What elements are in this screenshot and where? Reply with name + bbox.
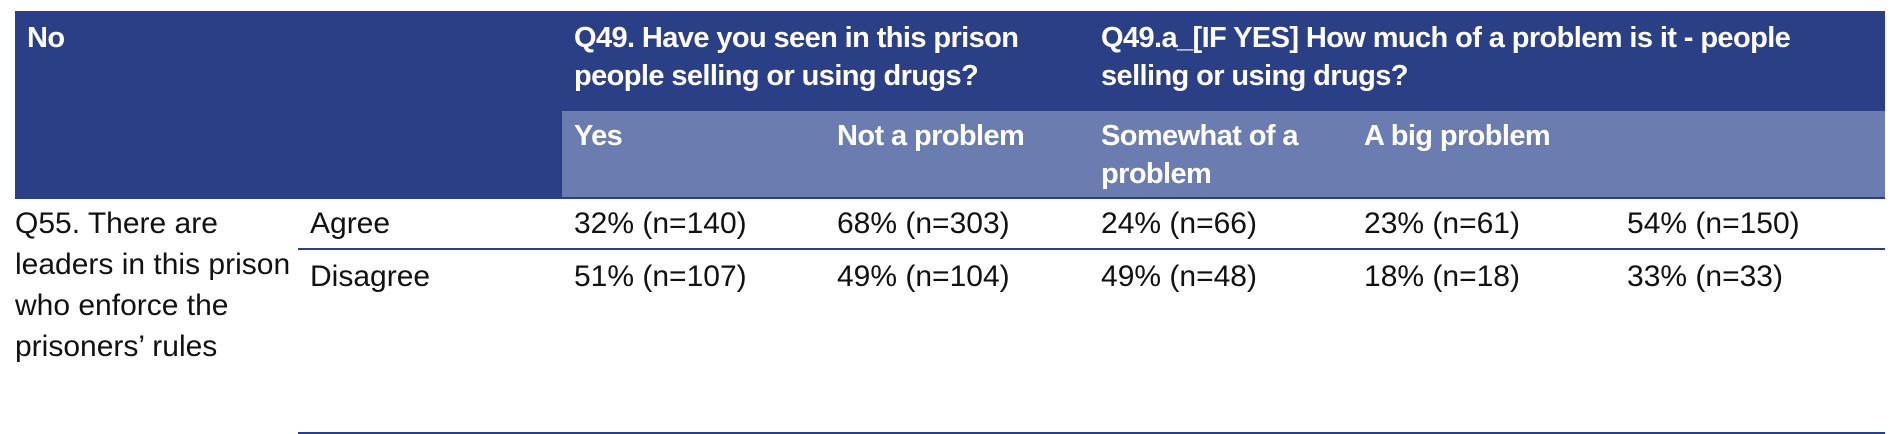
header-row-questions: No Q49. Have you seen in this prison peo… [15,11,1886,198]
header-answer-somewhat-a-problem: Somewhat of a problem [1089,111,1353,198]
table-cell: 54% (n=150) [1615,198,1886,250]
table-row: Q55. There are leaders in this prison wh… [15,198,1886,363]
header-row-answers: Yes Not a problem Somewhat of a problem … [15,111,1886,198]
crosstab-table: No Q49. Have you seen in this prison peo… [15,11,1886,434]
table-cell: 24% (n=66) [1089,198,1353,250]
header-answer-big-problem: A big problem [1352,111,1616,198]
table-cell: 51% (n=107) [562,249,825,434]
table-cell: 32% (n=140) [562,198,825,250]
table-cell: 49% (n=104) [825,249,1090,434]
table-cell: 18% (n=18) [1352,249,1616,434]
table-header: No Q49. Have you seen in this prison peo… [15,11,1886,198]
table-cell: 68% (n=303) [825,198,1090,250]
header-q49: Q49. Have you seen in this prison people… [562,11,1090,111]
crosstab-table-container: No Q49. Have you seen in this prison peo… [15,11,1886,434]
header-corner: No [15,11,562,198]
table-body: Q55. There are leaders in this prison wh… [15,198,1886,434]
table-cell: 49% (n=48) [1089,249,1353,434]
response-label-disagree: Disagree [298,249,562,434]
table-row: Disagree 51% (n=107) 49% (n=104) 49% (n=… [15,249,1886,434]
table-cell: 23% (n=61) [1352,198,1616,250]
header-answer-blank [1615,111,1886,198]
header-answer-yes: Yes [562,111,825,198]
header-q49a: Q49.a_[IF YES] How much of a problem is … [1089,11,1886,111]
table-cell: 33% (n=33) [1615,249,1886,434]
question-q55-text: Q55. There are leaders in this prison wh… [15,207,291,363]
header-answer-not-a-problem: Not a problem [825,111,1090,198]
response-label-agree: Agree [298,198,562,250]
